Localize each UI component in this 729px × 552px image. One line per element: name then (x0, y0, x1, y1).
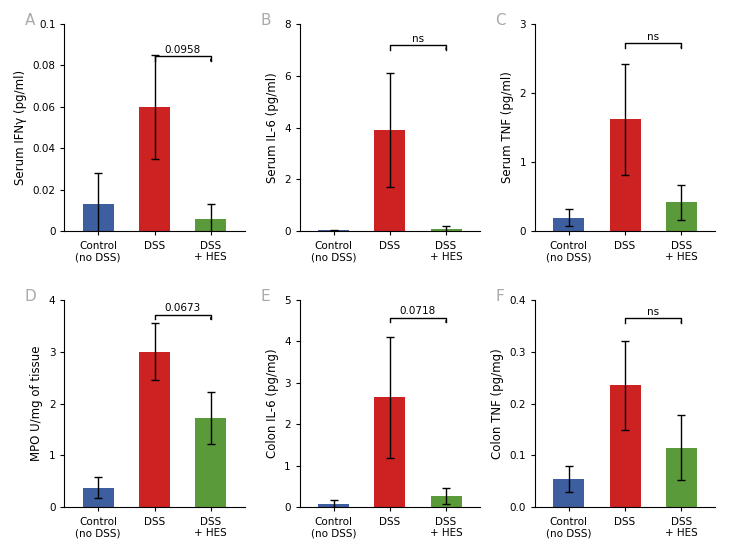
Text: D: D (25, 289, 36, 304)
Bar (666, 448, 697, 507)
Bar (666, 203, 697, 231)
Bar (431, 230, 461, 231)
Text: E: E (260, 289, 270, 304)
Bar (553, 479, 584, 507)
Bar (609, 385, 641, 507)
Bar (318, 230, 349, 231)
Y-axis label: Colon IL-6 (pg/mg): Colon IL-6 (pg/mg) (265, 349, 278, 458)
Bar (431, 496, 461, 507)
Bar (83, 488, 114, 507)
Text: B: B (260, 13, 270, 28)
Text: 0.0958: 0.0958 (165, 45, 200, 55)
Bar (374, 130, 405, 231)
Bar (553, 217, 584, 231)
Text: ns: ns (412, 34, 424, 44)
Y-axis label: MPO U/mg of tissue: MPO U/mg of tissue (31, 346, 43, 461)
Bar (139, 107, 170, 231)
Bar (139, 352, 170, 507)
Bar (195, 418, 226, 507)
Y-axis label: Serum IFNγ (pg/ml): Serum IFNγ (pg/ml) (14, 70, 27, 185)
Text: 0.0673: 0.0673 (165, 304, 200, 314)
Y-axis label: Serum TNF (pg/ml): Serum TNF (pg/ml) (501, 72, 514, 183)
Bar (83, 204, 114, 231)
Bar (318, 504, 349, 507)
Text: ns: ns (647, 32, 659, 42)
Text: F: F (496, 289, 504, 304)
Bar (195, 219, 226, 231)
Bar (374, 397, 405, 507)
Text: ns: ns (647, 307, 659, 317)
Text: A: A (25, 13, 35, 28)
Text: C: C (496, 13, 506, 28)
Bar (609, 119, 641, 231)
Y-axis label: Serum IL-6 (pg/ml): Serum IL-6 (pg/ml) (265, 72, 278, 183)
Y-axis label: Colon TNF (pg/mg): Colon TNF (pg/mg) (491, 348, 504, 459)
Text: 0.0718: 0.0718 (399, 306, 436, 316)
